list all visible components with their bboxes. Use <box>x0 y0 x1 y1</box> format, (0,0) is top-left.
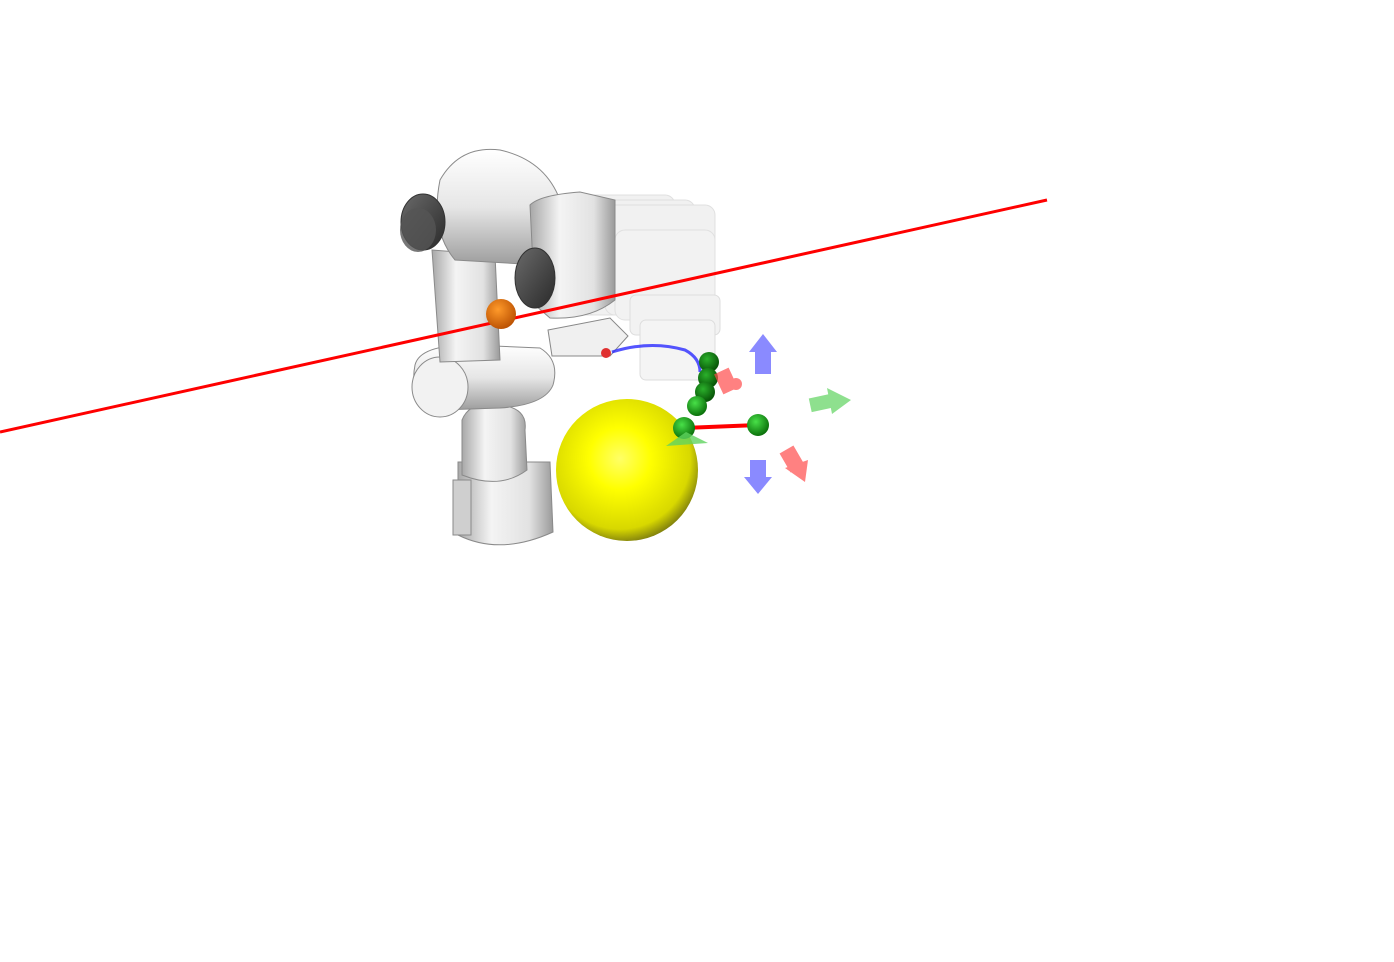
target-sphere[interactable] <box>556 399 698 541</box>
ee-path-arc <box>611 343 702 373</box>
z-down-arrow-icon[interactable] <box>744 460 772 494</box>
joint-marker[interactable] <box>486 299 516 329</box>
orientation-cone-icon <box>666 432 708 446</box>
x-back-arrow-icon[interactable] <box>779 445 808 482</box>
y-arrow-icon[interactable] <box>808 388 851 414</box>
goal-segment[interactable] <box>673 414 769 439</box>
reference-line <box>0 198 1048 434</box>
transform-gizmo[interactable] <box>714 334 851 494</box>
waypoints[interactable] <box>687 352 719 416</box>
z-up-arrow-icon[interactable] <box>749 334 777 374</box>
x-arrow-icon[interactable] <box>714 367 742 395</box>
robot-arm[interactable] <box>400 148 629 546</box>
